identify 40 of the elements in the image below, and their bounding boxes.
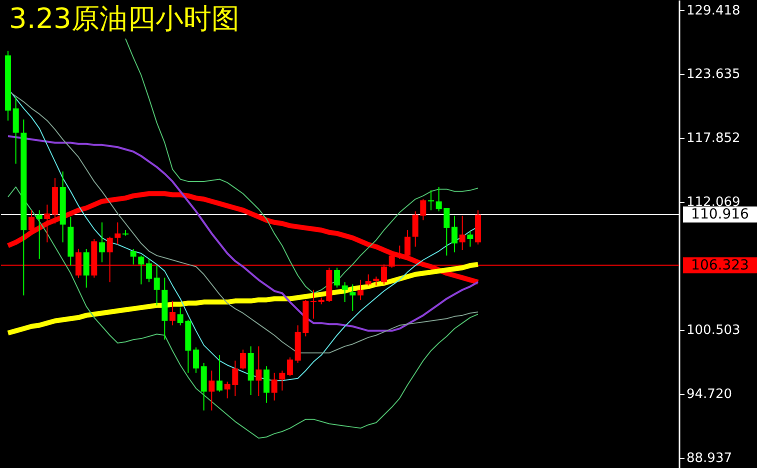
candlestick	[334, 267, 340, 288]
candlestick	[365, 274, 372, 286]
candlestick	[404, 230, 410, 258]
line-series	[125, 38, 478, 294]
y-tick-label: 117.852	[686, 131, 740, 146]
candlestick	[216, 354, 222, 392]
y-tick-label: 129.418	[686, 3, 740, 18]
candlestick	[146, 258, 152, 283]
candlestick	[154, 265, 160, 306]
line-series	[7, 135, 479, 332]
candlestick	[130, 248, 136, 265]
candlestick	[256, 346, 262, 397]
line-series	[8, 186, 478, 439]
candlestick	[240, 349, 246, 370]
candlestick	[44, 204, 50, 243]
candlestick	[358, 279, 364, 300]
candlestick	[279, 370, 286, 392]
candlestick	[193, 346, 199, 374]
candlestick	[287, 356, 293, 377]
y-tick-label: 100.503	[686, 323, 740, 338]
y-tick-label: 88.937	[686, 451, 732, 466]
candlestick	[36, 210, 42, 260]
candlestick	[459, 215, 466, 251]
candlestick	[114, 222, 121, 246]
candlestick	[342, 282, 348, 303]
candlestick	[467, 230, 474, 248]
chart-title: 3.23原油四小时图	[9, 2, 240, 35]
y-tick-label: 94.720	[686, 387, 732, 402]
candlestick	[264, 366, 270, 404]
candlestick	[99, 222, 105, 263]
ref-line-label: 106.323	[691, 257, 749, 274]
candlestick	[83, 248, 90, 288]
candlestick	[208, 370, 215, 411]
candlestick	[452, 215, 458, 253]
y-tick-label: 123.635	[686, 67, 740, 82]
candlestick	[350, 284, 356, 312]
candlestick	[138, 255, 144, 285]
ref-line-label: 110.916	[691, 206, 750, 222]
candlestick	[271, 372, 278, 402]
candlestick	[170, 300, 176, 326]
